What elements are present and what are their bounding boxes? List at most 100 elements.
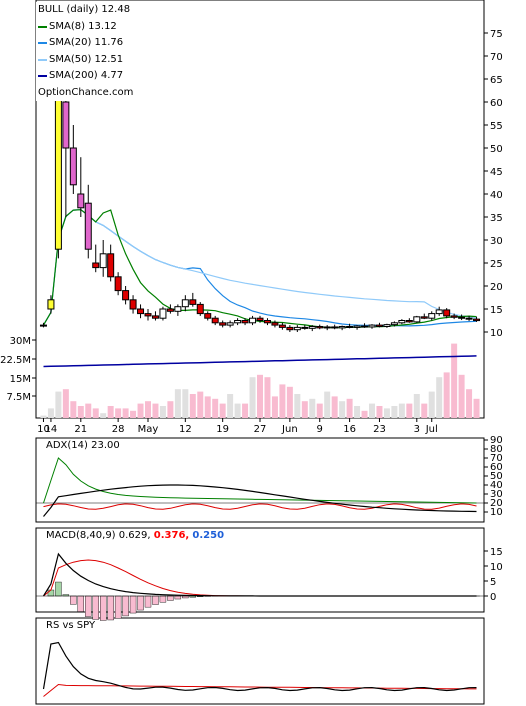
candle-body bbox=[428, 313, 436, 319]
adx-minus-di-line bbox=[43, 503, 477, 510]
macd-label-main: MACD(8,40,9) 0.629, bbox=[46, 530, 151, 541]
price-legend: BULL (daily) 12.48 SMA(8) 13.12 SMA(20) … bbox=[36, 2, 138, 101]
price-tick-label: 35 bbox=[490, 213, 503, 224]
volume-bar bbox=[369, 403, 375, 418]
volume-bar bbox=[234, 403, 241, 418]
adx-tick-label: 80 bbox=[490, 444, 503, 455]
volume-bar bbox=[413, 394, 420, 418]
x-tick-label: 12 bbox=[179, 424, 192, 435]
legend-sma8-label: SMA(8) 13.12 bbox=[49, 20, 117, 32]
legend-sma20-label: SMA(20) 11.76 bbox=[49, 37, 124, 48]
legend-sma200-label: SMA(200) 4.77 bbox=[49, 70, 124, 81]
candle-body bbox=[99, 253, 107, 269]
candle-body bbox=[114, 276, 122, 292]
macd-histogram-bar bbox=[144, 595, 152, 608]
candle-body bbox=[286, 326, 294, 331]
candle-body bbox=[473, 318, 481, 322]
macd-line bbox=[42, 552, 477, 597]
volume-bar bbox=[92, 408, 99, 418]
volume-bar bbox=[152, 403, 159, 418]
macd-histogram-bar bbox=[159, 595, 167, 603]
volume-bar bbox=[115, 408, 122, 418]
volume-bar bbox=[219, 403, 226, 418]
adx-tick-label: 30 bbox=[490, 489, 503, 500]
adx-line bbox=[43, 484, 477, 517]
candle-body bbox=[263, 320, 271, 324]
volume-bar bbox=[286, 386, 293, 418]
candle-body bbox=[368, 324, 376, 328]
candle-body bbox=[174, 306, 182, 312]
candle-body bbox=[211, 317, 219, 324]
candle-body bbox=[383, 324, 391, 327]
macd-label: MACD(8,40,9) 0.629, 0.376, 0.250 bbox=[46, 530, 225, 541]
volume-bar bbox=[107, 406, 114, 418]
candle-body bbox=[450, 315, 458, 318]
candle-body bbox=[92, 262, 100, 269]
volume-bar bbox=[279, 384, 286, 418]
legend-sma8: SMA(8) 13.12 bbox=[38, 19, 133, 36]
legend-swatch-sma50 bbox=[38, 58, 47, 61]
rs-line bbox=[42, 641, 477, 692]
volume-bar bbox=[242, 403, 249, 418]
volume-bar bbox=[137, 403, 144, 418]
volume-bar bbox=[40, 415, 47, 418]
price-tick-label: 15 bbox=[490, 305, 503, 316]
macd-histogram-bar bbox=[99, 595, 107, 621]
sma50-line bbox=[42, 209, 477, 326]
price-tick-label: 60 bbox=[490, 98, 503, 109]
x-tick-label: 3 bbox=[414, 424, 420, 435]
x-tick-label: 10 bbox=[37, 424, 50, 435]
macd-histogram-bar bbox=[47, 589, 55, 597]
candle-body bbox=[353, 325, 361, 328]
candle-body bbox=[249, 317, 257, 324]
macd-histogram-bar bbox=[152, 595, 159, 605]
volume-bar bbox=[145, 401, 151, 418]
volume-bar bbox=[309, 398, 316, 418]
candle-body bbox=[346, 325, 354, 328]
volume-bar bbox=[398, 403, 405, 418]
macd-histogram-bar bbox=[129, 595, 137, 614]
adx-tick-label: 50 bbox=[490, 471, 503, 482]
price-tick-label: 50 bbox=[490, 144, 503, 155]
candle-body bbox=[122, 290, 130, 301]
legend-sma200: SMA(200) 4.77 bbox=[38, 68, 133, 85]
x-tick-label: 27 bbox=[254, 424, 267, 435]
legend-swatch-sma8 bbox=[38, 25, 47, 28]
price-tick-label: 45 bbox=[490, 167, 503, 178]
candle-body bbox=[413, 316, 421, 323]
candle-body bbox=[271, 322, 279, 326]
price-tick-label: 25 bbox=[490, 259, 503, 270]
adx-plus-di-line bbox=[43, 457, 477, 504]
candle-body bbox=[219, 322, 227, 326]
candle-body bbox=[62, 101, 70, 149]
x-tick-label: 21 bbox=[74, 424, 87, 435]
price-tick-label: 70 bbox=[490, 52, 503, 63]
macd-histogram-bar bbox=[107, 595, 114, 621]
candle-body bbox=[278, 324, 286, 328]
candle-body bbox=[323, 326, 331, 329]
volume-bar bbox=[47, 408, 54, 418]
candle-body bbox=[256, 317, 264, 322]
volume-tick-label: 15M bbox=[10, 374, 31, 385]
candle-body bbox=[465, 317, 473, 320]
price-tick-label: 20 bbox=[490, 282, 503, 293]
candle-body bbox=[189, 299, 197, 305]
legend-title: BULL (daily) 12.48 bbox=[38, 4, 131, 15]
candle-body bbox=[137, 308, 145, 315]
candle-body bbox=[338, 325, 346, 329]
price-tick-label: 30 bbox=[490, 236, 503, 247]
macd-histogram-bar bbox=[122, 595, 129, 617]
volume-bar bbox=[383, 408, 390, 418]
volume-bar bbox=[159, 406, 166, 418]
volume-bar bbox=[189, 394, 196, 418]
x-tick-label: 14 bbox=[45, 424, 58, 435]
rs-panel-frame bbox=[35, 617, 485, 705]
watermark: OptionChance.com bbox=[38, 86, 134, 98]
volume-bar bbox=[354, 406, 361, 418]
price-tick-label: 55 bbox=[490, 121, 503, 132]
candle-body bbox=[435, 309, 443, 315]
candle-body bbox=[234, 320, 242, 324]
price-tick-label: 40 bbox=[490, 190, 503, 201]
volume-bar bbox=[324, 391, 331, 418]
adx-tick-label: 70 bbox=[490, 453, 503, 464]
